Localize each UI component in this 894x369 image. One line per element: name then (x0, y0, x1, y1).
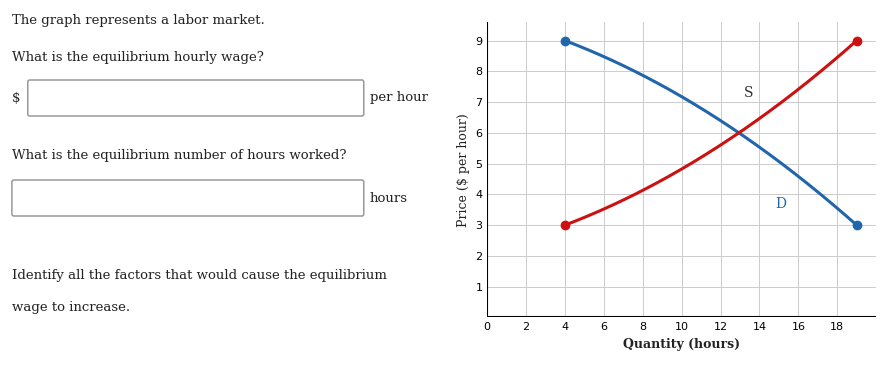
Text: S: S (744, 86, 754, 100)
Text: What is the equilibrium number of hours worked?: What is the equilibrium number of hours … (12, 149, 346, 162)
Text: D: D (775, 197, 786, 211)
Text: What is the equilibrium hourly wage?: What is the equilibrium hourly wage? (12, 51, 264, 64)
FancyBboxPatch shape (12, 180, 364, 216)
Text: Identify all the factors that would cause the equilibrium: Identify all the factors that would caus… (12, 269, 387, 282)
Text: wage to increase.: wage to increase. (12, 301, 130, 314)
Text: $: $ (12, 92, 21, 104)
X-axis label: Quantity (hours): Quantity (hours) (623, 338, 740, 351)
Y-axis label: Price ($ per hour): Price ($ per hour) (457, 113, 469, 227)
Text: per hour: per hour (370, 92, 427, 104)
Text: hours: hours (370, 192, 408, 204)
Text: The graph represents a labor market.: The graph represents a labor market. (12, 14, 265, 27)
FancyBboxPatch shape (28, 80, 364, 116)
